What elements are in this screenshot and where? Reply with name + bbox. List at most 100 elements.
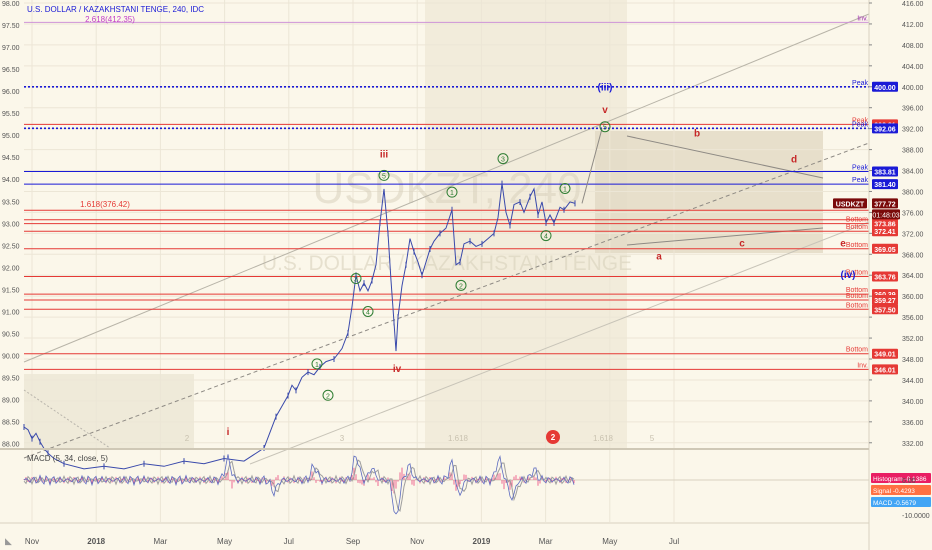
level-label: Inv. <box>857 15 868 22</box>
wave-label: 3 <box>501 157 505 164</box>
right-axis-tick: 340.00 <box>902 399 924 406</box>
wave-label-circle <box>446 186 458 198</box>
price-tag-bg <box>872 271 898 282</box>
price-tag-bg <box>872 179 898 190</box>
wave-label: v <box>602 105 608 116</box>
wave-label: c <box>739 238 745 249</box>
left-axis-tick: 88.50 <box>2 420 20 427</box>
level-label: Bottom <box>846 269 868 276</box>
macd-legend-bg <box>871 485 931 495</box>
wave-label: b <box>694 129 700 140</box>
macd-legend-bg <box>871 473 931 483</box>
price-tag-bg <box>872 81 898 92</box>
watermark-name: U.S. DOLLAR / KAZAKHSTANI TENGE <box>262 252 632 275</box>
price-tag: 400.00 <box>874 85 896 92</box>
price-tag-bg <box>872 348 898 359</box>
left-axis-tick: 92.00 <box>2 265 20 272</box>
right-axis-tick: 348.00 <box>902 357 924 364</box>
price-tag-bg <box>872 198 898 209</box>
price-tag-bg <box>872 364 898 375</box>
right-axis-tick: 352.00 <box>902 336 924 343</box>
price-tag: 359.27 <box>874 298 896 305</box>
right-axis-tick: 344.00 <box>902 378 924 385</box>
left-axis-tick: 89.00 <box>2 398 20 405</box>
left-axis-tick: 98.00 <box>2 1 20 8</box>
right-axis-tick: 372.00 <box>902 231 924 238</box>
right-axis-tick: 392.00 <box>902 127 924 134</box>
time-axis-tick: Mar <box>154 537 168 546</box>
price-tag: 392.06 <box>874 126 896 133</box>
right-axis-tick: 336.00 <box>902 420 924 427</box>
wave-label-circle <box>311 358 323 370</box>
left-axis-tick: 91.50 <box>2 287 20 294</box>
price-tag: 377.72 <box>874 201 896 208</box>
price-tag: 363.76 <box>874 274 896 281</box>
price-tag-bg <box>872 166 898 177</box>
level-label: Inv. <box>857 362 868 369</box>
fib-faint-label: 1.618 <box>593 434 614 443</box>
right-axis-tick: 360.00 <box>902 294 924 301</box>
price-tag-bg <box>872 218 898 229</box>
event-icon-count: 2 <box>551 433 556 442</box>
wave-label: 4 <box>544 234 548 241</box>
left-axis-tick: 90.50 <box>2 331 20 338</box>
left-axis-tick: 96.50 <box>2 67 20 74</box>
wave-label: i <box>227 427 230 438</box>
wave-label-circle <box>362 306 374 317</box>
level-label: Bottom <box>846 224 868 231</box>
left-axis-tick: 95.50 <box>2 111 20 118</box>
wave-label: iv <box>393 364 402 375</box>
level-label: Bottom <box>846 293 868 300</box>
time-axis-tick: May <box>217 537 232 546</box>
price-tag: 383.81 <box>874 170 896 177</box>
left-axis-tick: 97.50 <box>2 23 20 30</box>
left-axis-tick: 93.00 <box>2 221 20 228</box>
level-label: Bottom <box>846 287 868 294</box>
fib-label-mid: 1.618(376.42) <box>80 200 130 209</box>
wave-label-circle <box>559 182 571 194</box>
chart-title: U.S. DOLLAR / KAZAKHSTANI TENGE, 240, ID… <box>27 5 204 14</box>
right-axis-tick: 400.00 <box>902 85 924 92</box>
right-axis-tick: 404.00 <box>902 64 924 71</box>
wave-label: 5 <box>382 173 386 180</box>
macd-axis-tick: 0.00 <box>902 478 916 485</box>
level-label: Peak <box>852 177 868 184</box>
price-tag: 373.86 <box>874 222 896 229</box>
macd-legend-macd: MACD -0.5679 <box>873 500 916 507</box>
left-axis-tick: 89.50 <box>2 376 20 383</box>
price-tag-bg <box>872 226 898 237</box>
countdown: 01:48:03 <box>872 212 899 219</box>
wave-label: d <box>791 155 797 166</box>
left-axis-tick: 91.00 <box>2 309 20 316</box>
time-axis-tick: Nov <box>410 537 424 546</box>
macd-signal-line <box>23 459 575 512</box>
event-icon[interactable] <box>546 430 560 444</box>
scale-toggle-icon[interactable]: ◣ <box>5 536 12 546</box>
left-axis-tick: 92.50 <box>2 243 20 250</box>
fib-faint-label: 1.618 <box>448 434 469 443</box>
wave-label: 5 <box>603 125 607 132</box>
time-axis-tick: May <box>602 537 617 546</box>
level-label: Bottom <box>846 347 868 354</box>
wave-label: 1 <box>450 190 454 197</box>
left-axis-tick: 94.00 <box>2 177 20 184</box>
left-axis-tick: 93.50 <box>2 199 20 206</box>
left-axis-tick: 96.00 <box>2 89 20 96</box>
price-tag-bg <box>872 304 898 315</box>
right-axis-tick: 408.00 <box>902 43 924 50</box>
wave-label-circle <box>322 389 334 401</box>
wave-label-circle <box>378 169 390 181</box>
wave-label: 1 <box>563 186 567 193</box>
price-tag: 381.40 <box>874 182 896 189</box>
level-label: Peak <box>852 165 868 172</box>
left-axis-tick: 95.00 <box>2 133 20 140</box>
wave-label: 3 <box>354 277 358 284</box>
macd-legend-histogram: Histogram -0.1386 <box>873 476 927 483</box>
price-tag: 346.01 <box>874 367 896 374</box>
time-axis-tick: Nov <box>25 537 39 546</box>
price-tag-bg <box>872 123 898 134</box>
price-tag-bg <box>872 243 898 254</box>
right-axis-tick: 388.00 <box>902 148 924 155</box>
time-axis-tick: Mar <box>539 537 553 546</box>
